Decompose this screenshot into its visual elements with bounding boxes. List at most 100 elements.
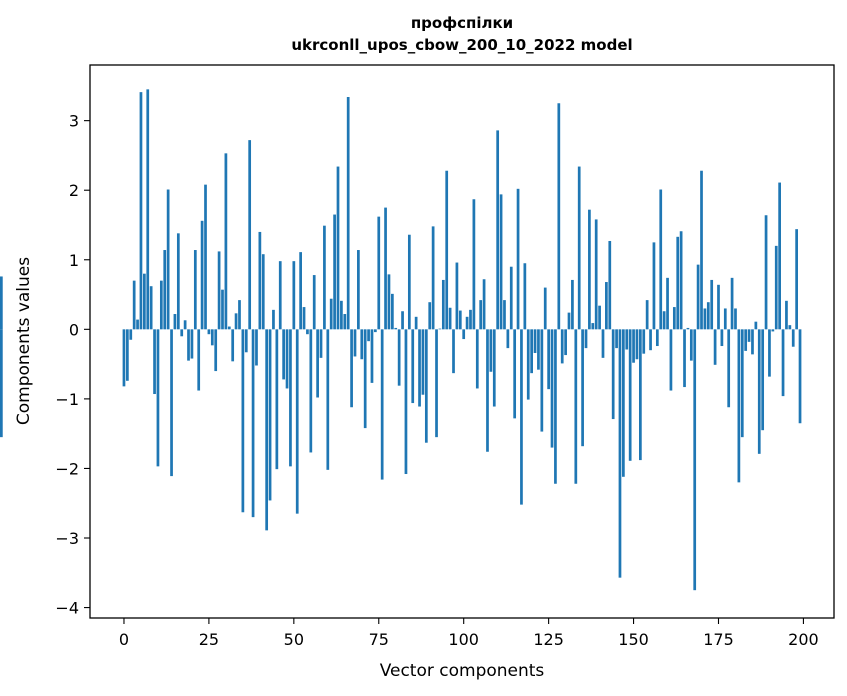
bar-174 — [713, 329, 717, 365]
bar-177 — [723, 308, 727, 330]
bar-121 — [533, 329, 537, 353]
bar-38 — [251, 329, 255, 518]
bar-48 — [285, 329, 289, 389]
bar-88 — [421, 329, 425, 395]
bar-29 — [221, 289, 224, 330]
bar-77 — [384, 207, 387, 330]
bar-112 — [503, 300, 506, 330]
bar-1 — [126, 329, 129, 381]
bar-14 — [170, 329, 173, 477]
bar-135 — [581, 329, 584, 447]
x-tick-label: 125 — [533, 630, 564, 649]
bar-173 — [710, 279, 714, 330]
bar-97 — [452, 329, 455, 374]
bar-116 — [516, 188, 520, 330]
bar-28 — [217, 251, 221, 330]
bar-185 — [751, 329, 754, 355]
bar-169 — [696, 264, 700, 330]
bar-18 — [183, 320, 187, 330]
bar-39 — [255, 329, 258, 366]
bar-36 — [244, 329, 248, 353]
bar-26 — [210, 329, 214, 346]
bar-series — [0, 89, 802, 591]
y-tick-label: −1 — [55, 390, 79, 409]
bar-136 — [584, 329, 588, 349]
bar-105 — [479, 300, 483, 330]
bar-111 — [499, 194, 503, 330]
bar-9 — [153, 329, 156, 395]
bar-17 — [180, 329, 184, 337]
bar-166 — [686, 327, 690, 330]
bar-165 — [683, 329, 686, 388]
y-tick-label: 0 — [69, 320, 79, 339]
bar-151 — [635, 329, 639, 360]
bar-64 — [340, 300, 343, 330]
bar-145 — [615, 329, 618, 349]
bar-20 — [190, 329, 194, 359]
bar-34 — [238, 300, 241, 330]
bar-19 — [187, 329, 190, 361]
bar-109 — [492, 329, 496, 407]
bar-49 — [289, 329, 292, 467]
bar-120 — [530, 329, 533, 374]
bar-83 — [404, 329, 408, 475]
bar-21 — [193, 250, 197, 330]
y-tick-label: 2 — [69, 181, 79, 200]
bar-8 — [149, 286, 153, 330]
bar-171 — [703, 308, 707, 330]
bar-175 — [717, 284, 720, 330]
bar-114 — [509, 266, 513, 330]
bar-85 — [411, 329, 415, 404]
y-tick-label: −4 — [55, 599, 79, 618]
bar-96 — [448, 307, 452, 330]
bar-90 — [428, 302, 432, 330]
x-tick-label: 50 — [284, 630, 304, 649]
bar-89 — [424, 329, 428, 443]
bar-161 — [669, 329, 673, 391]
bar-194 — [781, 329, 785, 397]
chart-title: профспілки — [411, 14, 513, 32]
bar-134 — [577, 166, 581, 330]
bar-42 — [265, 329, 269, 531]
bar-132 — [571, 279, 574, 330]
bar-87 — [418, 329, 421, 407]
x-tick-label: 25 — [199, 630, 219, 649]
bar-76 — [380, 329, 384, 480]
bar-199 — [798, 329, 802, 424]
bar-93 — [438, 328, 442, 330]
bar-47 — [282, 329, 285, 380]
bar-33 — [234, 313, 238, 330]
bar-101 — [465, 316, 469, 330]
bar-192 — [774, 245, 778, 330]
bar-54 — [306, 329, 309, 335]
bar-190 — [768, 329, 771, 377]
bar-189 — [764, 215, 768, 330]
bar-191 — [771, 329, 775, 332]
bar-197 — [791, 329, 795, 347]
bar-71 — [363, 329, 367, 429]
bar-53 — [302, 307, 306, 330]
bar-92 — [435, 329, 438, 438]
bar-198 — [795, 229, 798, 330]
x-tick-label: 100 — [448, 630, 479, 649]
bar-41 — [261, 254, 265, 330]
bar-107 — [486, 329, 489, 452]
bar-141 — [601, 329, 605, 358]
bar-62 — [333, 214, 336, 330]
bar-152 — [639, 329, 642, 461]
bar-65 — [343, 314, 347, 330]
bar-129 — [560, 329, 564, 364]
bar-184 — [747, 329, 751, 342]
bar-73 — [370, 329, 374, 383]
bar-150 — [632, 329, 635, 363]
bar-170 — [700, 170, 703, 330]
bar-57 — [316, 329, 319, 398]
bar-102 — [469, 309, 472, 330]
chart-subtitle: ukrconll_upos_cbow_200_10_2022 model — [291, 36, 632, 54]
bar-50 — [292, 261, 296, 330]
bar-91 — [431, 226, 435, 330]
bar-164 — [679, 231, 683, 330]
bar-63 — [336, 166, 340, 330]
bar-35 — [241, 329, 245, 513]
bar-43 — [268, 329, 272, 501]
